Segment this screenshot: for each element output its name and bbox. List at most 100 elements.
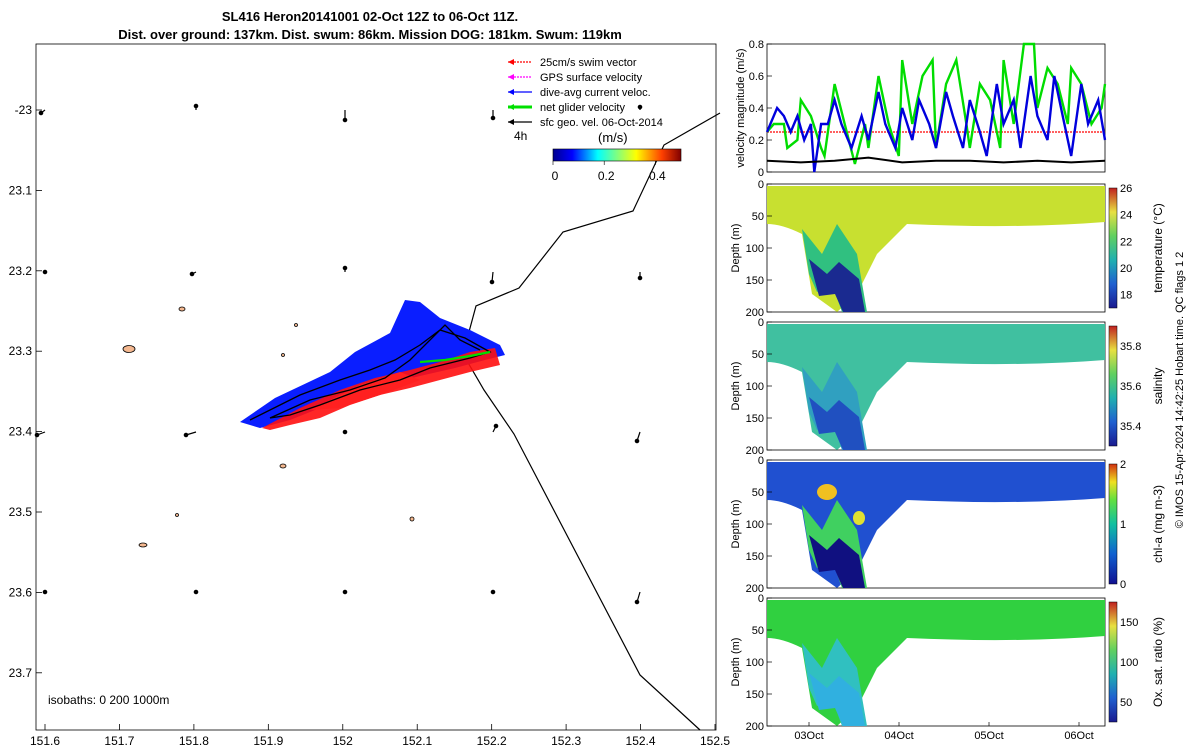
profile-y-tick-label: 0 (758, 179, 764, 191)
profile-panel: 0 50 100 150 200 Depth (m) 35.8 35.6 35.4 salinit… (730, 317, 1165, 457)
profile-y-tick-label: 0 (758, 455, 764, 467)
map-x-tick-label: 152 (333, 734, 353, 748)
profile-panel: 0 50 100 150 200 Depth (m) 26 24 22 20 18 temperatu… (730, 179, 1165, 319)
velocity-y-tick-label: 0.4 (749, 103, 764, 115)
geo-arrow-head (493, 423, 499, 429)
geo-arrow-head (634, 599, 640, 605)
glider-track (249, 324, 492, 421)
legend-arrowhead (508, 59, 514, 65)
profile-y-tick-label: 100 (746, 381, 764, 393)
velocity-y-ticks: 0 0.2 0.4 0.6 0.8 (749, 39, 772, 179)
profile-colorbar-tick-label: 24 (1120, 210, 1132, 222)
geo-velocity-arrows (34, 103, 643, 605)
geo-arrow-head (490, 115, 496, 121)
map-panel: 151.6 151.7 151.8 151.9 152 152.1 152.2 152.3 15… (9, 43, 730, 748)
map-y-tick-label: 23.1 (9, 183, 33, 197)
profile-colorbar-tick-label: 50 (1120, 697, 1132, 709)
map-x-tick-label: 152.1 (402, 734, 432, 748)
reef-1 (122, 345, 136, 353)
map-y-tick-label: 23.3 (9, 344, 33, 358)
colorbar-tick-label: 0 (552, 169, 559, 183)
profile-colorbar-tick-label: 35.4 (1120, 421, 1141, 433)
velocity-series-line (765, 75, 1107, 173)
chl-max-patch-2 (853, 511, 865, 525)
speed-colorbar (552, 148, 682, 162)
title-line-2: Dist. over ground: 137km. Dist. swum: 86… (118, 27, 622, 42)
profile-colorbar-tick-label: 100 (1120, 657, 1138, 669)
velocity-ylabel: velocity magnitude (m/s) (735, 48, 747, 167)
profile-colorbar-tick-label: 20 (1120, 263, 1132, 275)
profile-colorbar-tick-label: 35.8 (1120, 341, 1141, 353)
map-y-tick-label: 23.4 (9, 425, 33, 439)
geo-arrow-head (183, 432, 189, 438)
speed-colorbar-ticks: 0 0.2 0.4 (552, 161, 666, 183)
profile-colorbar-tick-label: 18 (1120, 290, 1132, 302)
chl-max-patch (817, 484, 837, 500)
map-x-tick-label: 151.6 (30, 734, 60, 748)
profile-colorbar-label: chl-a (mg m-3) (1151, 485, 1165, 563)
map-x-tick-label: 151.7 (104, 734, 134, 748)
geo-arrow-head (189, 271, 195, 277)
geo-arrow-head (342, 265, 348, 271)
net-velocity-vector (419, 350, 491, 364)
velocity-y-tick-label: 0 (758, 167, 764, 179)
profile-colorbar-label: salinity (1151, 368, 1165, 405)
profile-y-tick-label: 150 (746, 689, 764, 701)
velocity-y-tick-label: 0.6 (749, 71, 764, 83)
velocity-panel: 0 0.2 0.4 0.6 0.8 velocity magnitude (m/s) (735, 39, 1107, 179)
profile-panel: 0 50 100 150 200 Depth (m) 2 1 0 chl-a (mg m-3) (730, 455, 1165, 595)
colorbar-tick-label: 0.2 (598, 169, 615, 183)
velocity-y-tick-label: 0.2 (749, 135, 764, 147)
profile-colorbar-tick-label: 2 (1120, 459, 1126, 471)
time-label: 4h (514, 129, 527, 143)
profile-x-tick-label: 06Oct (1064, 730, 1093, 742)
profile-colorbar (1108, 325, 1118, 447)
profile-y-tick-label: 200 (746, 445, 764, 457)
profile-y-tick-label: 200 (746, 307, 764, 319)
map-x-tick-label: 152.5 (700, 734, 730, 748)
map-y-ticks: -23 23.1 23.2 23.3 23.4 23.5 23.6 23.7 (9, 103, 42, 680)
profile-y-tick-label: 200 (746, 583, 764, 595)
geo-arrow-head (342, 589, 348, 595)
map-y-tick-label: 23.2 (9, 264, 33, 278)
geo-arrow-head (489, 279, 495, 285)
map-y-tick-label: 23.5 (9, 505, 33, 519)
geo-arrow-head (42, 589, 48, 595)
profile-ylabel: Depth (m) (730, 362, 742, 411)
legend-arrowhead (508, 89, 514, 95)
geo-arrow-head (342, 429, 348, 435)
profile-colorbar-label: temperature (°C) (1151, 203, 1165, 293)
profile-y-tick-label: 50 (752, 349, 764, 361)
geo-arrow-head (42, 269, 48, 275)
profile-y-tick-label: 0 (758, 593, 764, 605)
profile-colorbar-tick-label: 35.6 (1120, 381, 1141, 393)
geo-arrow-head (634, 438, 640, 444)
profile-ylabel: Depth (m) (730, 500, 742, 549)
profile-colorbar-tick-label: 0 (1120, 579, 1126, 591)
map-y-tick-label: 23.7 (9, 666, 33, 680)
profile-colorbar-label: Ox. sat. ratio (%) (1151, 617, 1165, 707)
imos-credit: © IMOS 15-Apr-2024 14:42:25 Hobart time.… (1174, 252, 1186, 529)
profile-y-tick-label: 200 (746, 721, 764, 733)
profile-y-tick-label: 50 (752, 487, 764, 499)
profile-y-tick-label: 50 (752, 211, 764, 223)
geo-arrow-head (490, 589, 496, 595)
map-y-tick-label: -23 (15, 103, 33, 117)
profile-y-tick-label: 0 (758, 317, 764, 329)
reef-2 (178, 306, 186, 312)
legend-label: net glider velocity (540, 102, 625, 114)
colorbar-unit: (m/s) (598, 130, 628, 145)
reef-8 (175, 513, 179, 517)
reef-outlines (122, 306, 415, 548)
profile-deep-layer (809, 259, 865, 312)
legend-arrowhead (508, 104, 514, 110)
map-y-tick-label: 23.6 (9, 585, 33, 599)
velocity-series (765, 42, 1107, 173)
profile-y-tick-label: 150 (746, 413, 764, 425)
legend-label: 25cm/s swim vector (540, 57, 637, 69)
chart-title: SL416 Heron20141001 02-Oct 12Z to 06-Oct… (0, 8, 740, 44)
profile-ylabel: Depth (m) (730, 638, 742, 687)
velocity-series-line (766, 156, 1106, 164)
legend-arrowhead (508, 74, 514, 80)
